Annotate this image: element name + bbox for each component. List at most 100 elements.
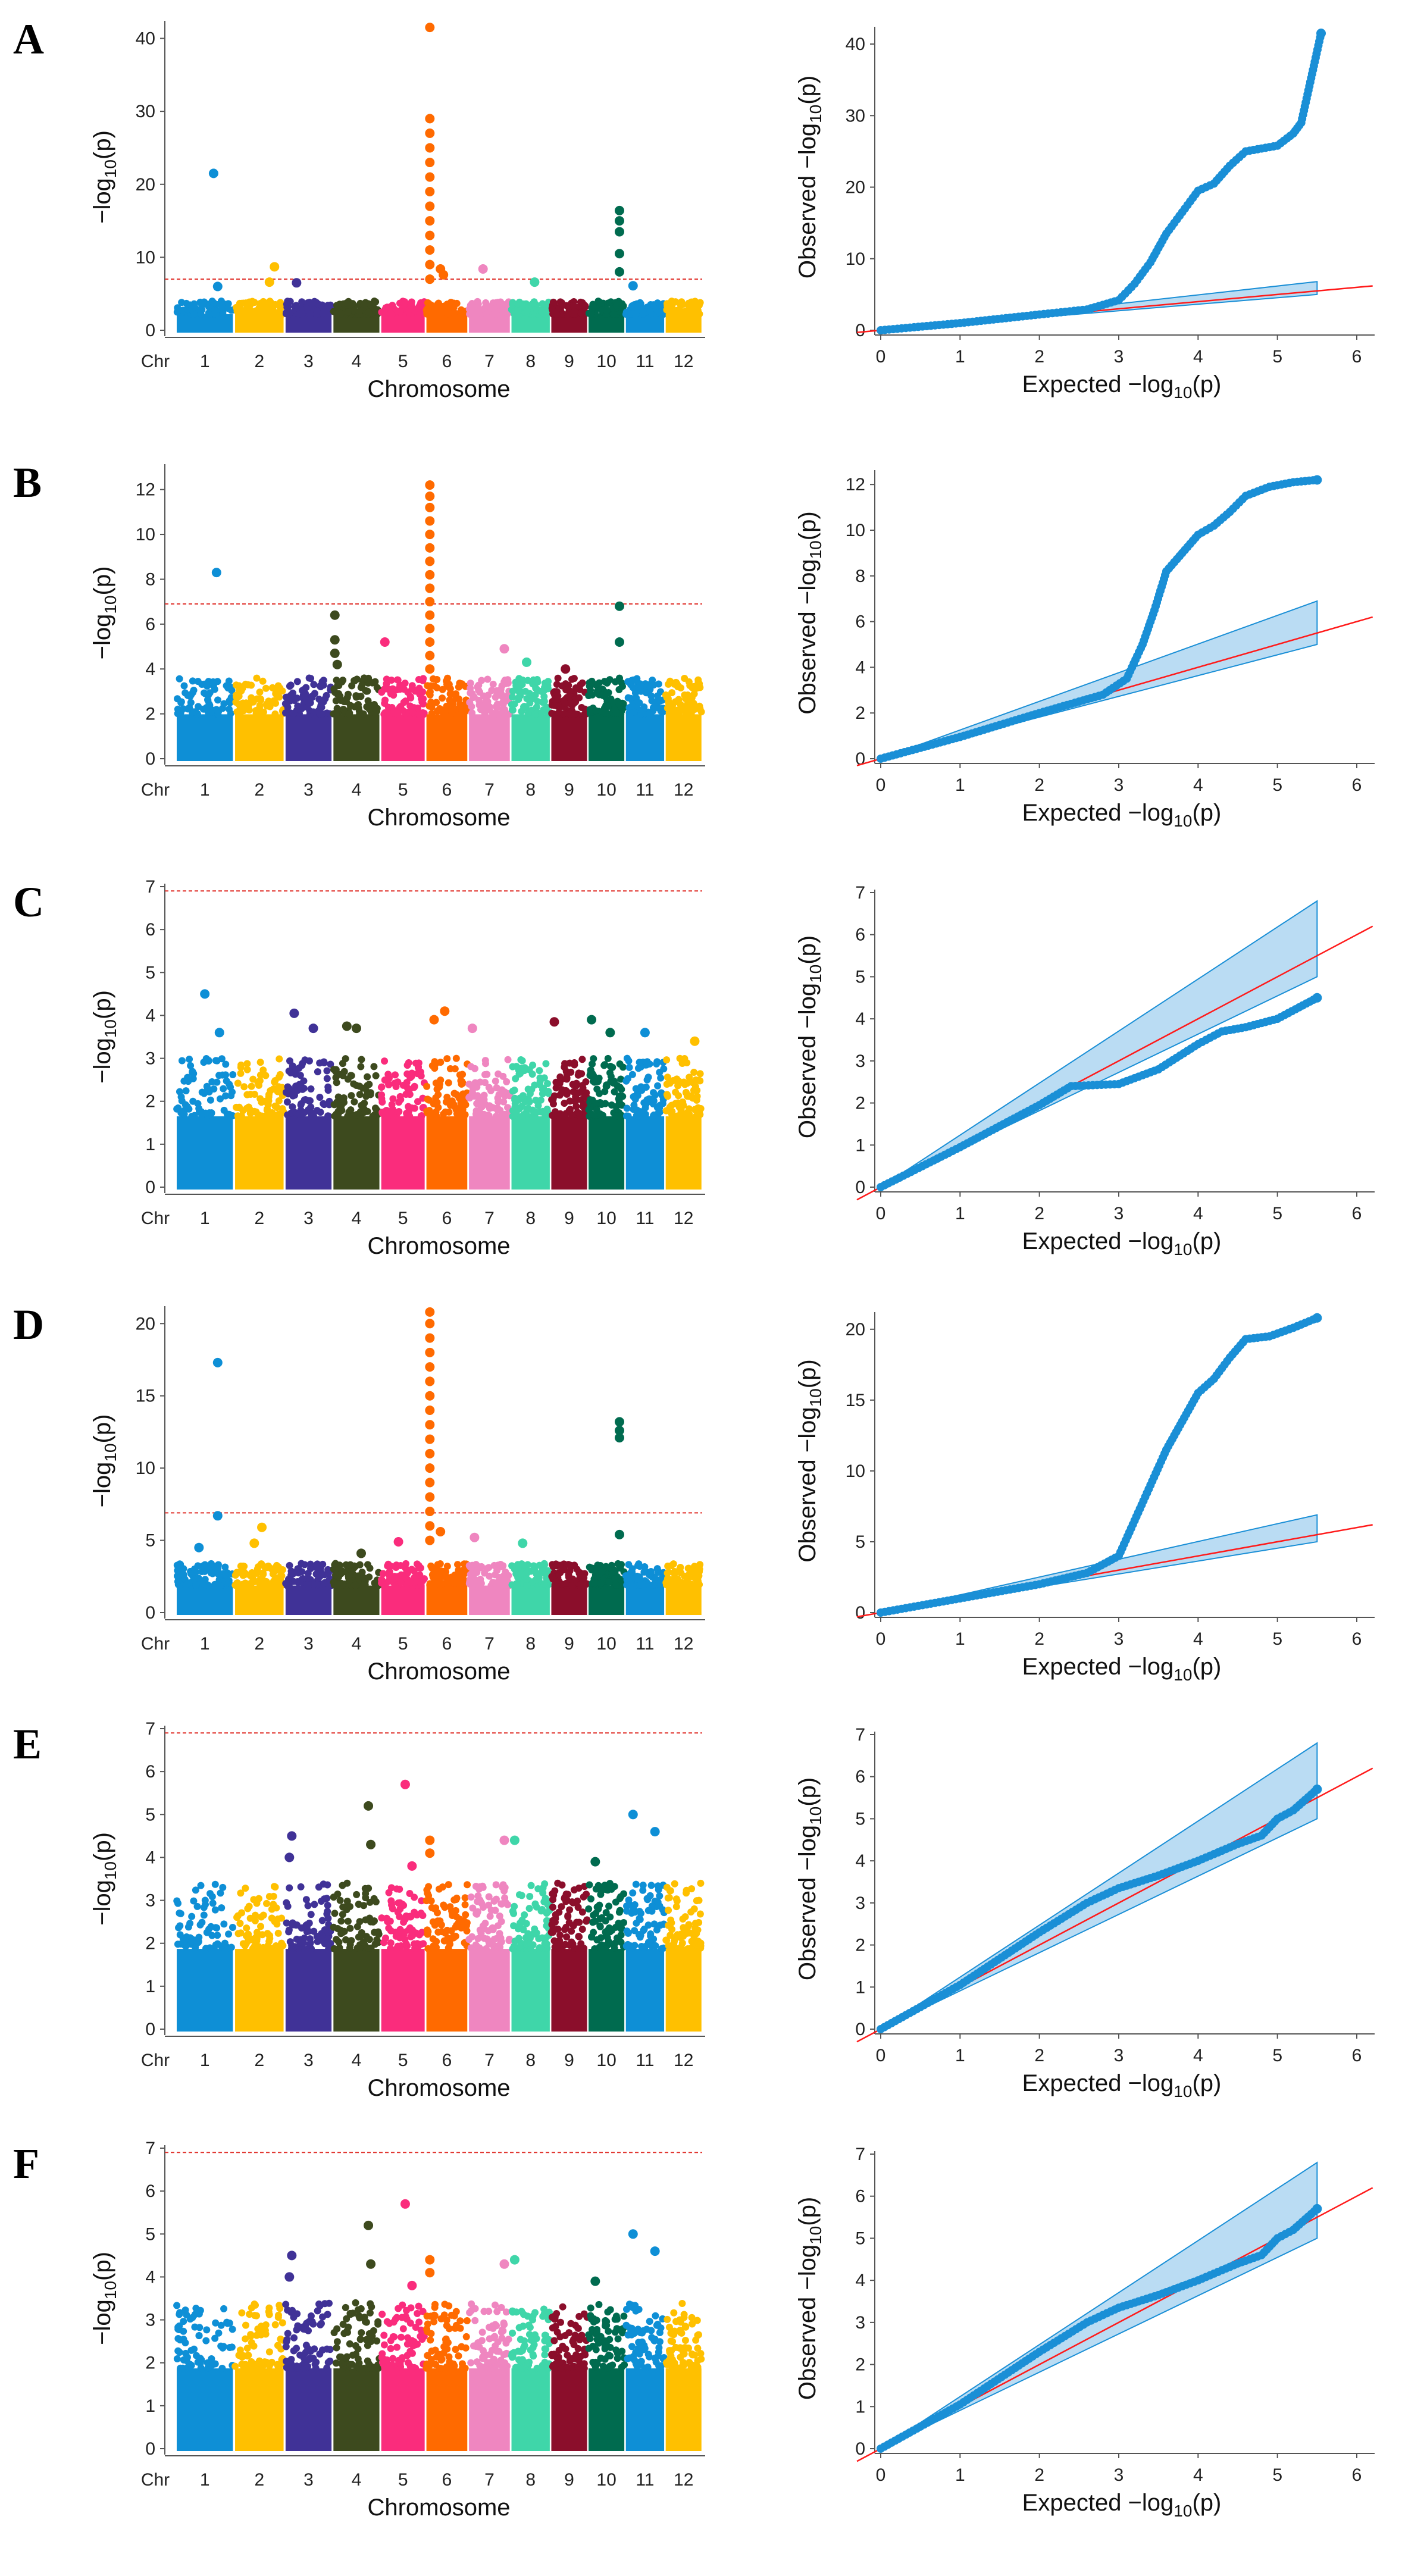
snp-point xyxy=(593,1106,600,1114)
chromosome-2-body xyxy=(235,1116,284,1190)
snp-point xyxy=(393,307,400,315)
snp-point xyxy=(306,310,314,318)
hit-point xyxy=(356,1548,366,1558)
snp-point xyxy=(643,1076,651,1084)
snp-point xyxy=(176,675,183,683)
y-tick-label: 0 xyxy=(145,1603,155,1623)
snp-point xyxy=(500,1110,508,1118)
snp-point xyxy=(270,1892,277,1900)
chromosome-4-body xyxy=(333,1585,380,1615)
snp-point xyxy=(539,300,546,308)
snp-point xyxy=(343,1898,351,1905)
snp-point xyxy=(666,677,674,685)
snp-point xyxy=(352,1563,359,1570)
snp-point xyxy=(466,1578,474,1586)
qq-x-tick-label: 4 xyxy=(1193,347,1203,367)
chromosome-9-body xyxy=(551,1949,587,2032)
snp-point xyxy=(267,1087,274,1094)
snp-point xyxy=(655,704,662,712)
snp-point xyxy=(378,688,386,696)
snp-point xyxy=(448,710,456,718)
snp-point xyxy=(504,679,512,687)
snp-point xyxy=(512,1563,520,1570)
snp-point xyxy=(526,1893,534,1901)
snp-point xyxy=(379,1570,387,1577)
snp-point xyxy=(211,307,218,315)
hit-point xyxy=(425,259,435,270)
snp-point xyxy=(536,1944,543,1952)
snp-point xyxy=(456,1109,464,1117)
snp-point xyxy=(593,1085,601,1093)
snp-point xyxy=(337,1917,345,1925)
snp-point xyxy=(221,1563,229,1571)
chromosome-label: 12 xyxy=(674,1634,693,1654)
snp-point xyxy=(499,1072,507,1080)
snp-point xyxy=(561,699,569,707)
snp-point xyxy=(261,1097,268,1105)
snp-point xyxy=(234,308,242,316)
chromosome-5-points xyxy=(378,1560,428,1615)
snp-point xyxy=(364,1561,371,1569)
hit-point xyxy=(425,637,435,647)
snp-point xyxy=(195,1107,203,1115)
snp-point xyxy=(339,1581,346,1589)
chromosome-1-points xyxy=(174,675,236,761)
snp-point xyxy=(479,1097,487,1104)
snp-point xyxy=(523,1582,531,1589)
snp-point xyxy=(533,1570,540,1578)
snp-point xyxy=(184,691,192,699)
hit-point xyxy=(194,1542,204,1553)
snp-point xyxy=(412,1945,420,1952)
snp-point xyxy=(219,1883,227,1891)
snp-point xyxy=(650,681,658,688)
snp-point xyxy=(580,1944,588,1952)
snp-point xyxy=(403,1062,411,1069)
snp-point xyxy=(564,1088,571,1096)
snp-point xyxy=(359,710,367,718)
snp-point xyxy=(220,1106,228,1114)
chromosome-label: 8 xyxy=(525,780,536,800)
snp-point xyxy=(290,710,298,718)
chromosome-label: 4 xyxy=(352,352,362,371)
snp-point xyxy=(216,1582,224,1589)
snp-point xyxy=(242,680,249,688)
snp-point xyxy=(177,1109,185,1117)
snp-point xyxy=(492,1579,499,1587)
chromosome-label: 3 xyxy=(303,352,314,371)
snp-point xyxy=(581,1093,589,1101)
snp-point xyxy=(647,692,655,700)
chr-prefix: Chr xyxy=(141,1209,170,1228)
snp-point xyxy=(694,301,702,308)
snp-point xyxy=(528,1578,536,1586)
snp-point xyxy=(381,696,389,704)
snp-point xyxy=(240,1083,248,1091)
snp-point xyxy=(236,1920,244,1927)
snp-point xyxy=(495,1098,502,1106)
snp-point xyxy=(259,677,267,685)
snp-point xyxy=(220,700,228,708)
snp-point xyxy=(499,306,506,314)
snp-point xyxy=(615,1101,622,1109)
snp-point xyxy=(320,1895,328,1903)
chromosome-12-points xyxy=(662,1054,705,1190)
snp-point xyxy=(544,1087,552,1095)
snp-point xyxy=(197,1882,205,1889)
snp-point xyxy=(664,1569,671,1577)
snp-point xyxy=(435,1885,443,1893)
hit-point xyxy=(425,543,435,553)
snp-point xyxy=(180,1571,187,1579)
snp-point xyxy=(278,1939,286,1947)
hit-point xyxy=(614,1529,624,1539)
snp-point xyxy=(649,1581,657,1589)
snp-point xyxy=(454,1561,462,1569)
snp-point xyxy=(489,1926,497,1933)
hit-point xyxy=(614,1417,624,1427)
snp-point xyxy=(181,1101,189,1109)
snp-point xyxy=(318,678,326,686)
snp-point xyxy=(495,710,502,718)
snp-point xyxy=(186,1055,193,1063)
snp-point xyxy=(242,1885,249,1892)
snp-point xyxy=(206,689,214,697)
snp-point xyxy=(679,1098,687,1106)
